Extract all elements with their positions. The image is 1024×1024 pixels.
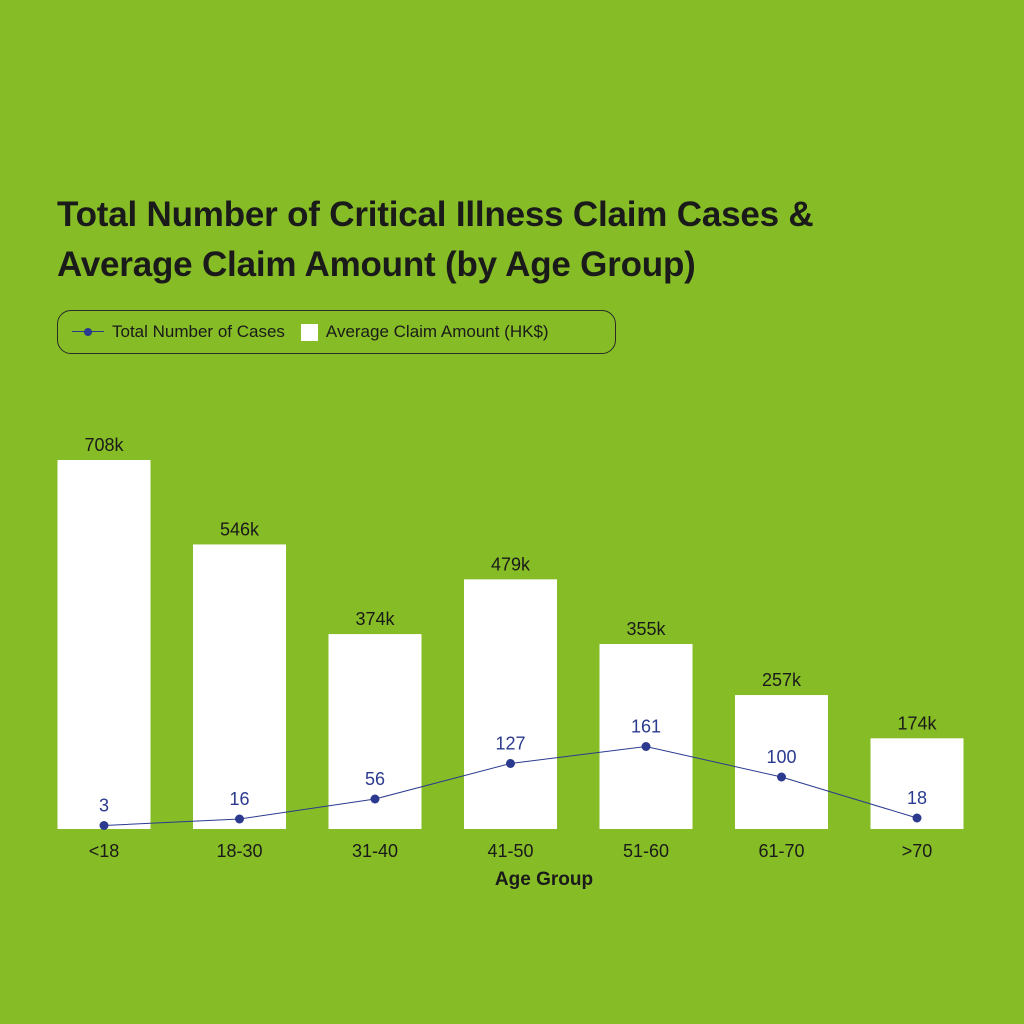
cases-value-label-5: 100 — [766, 747, 796, 767]
bar-value-label-4: 355k — [626, 619, 666, 639]
bar-5 — [735, 695, 828, 829]
cases-point-6 — [912, 813, 922, 823]
x-tick-label-0: <18 — [89, 841, 120, 861]
x-tick-label-4: 51-60 — [623, 841, 669, 861]
chart-title: Total Number of Critical Illness Claim C… — [57, 190, 957, 290]
bar-value-label-3: 479k — [491, 554, 531, 574]
bar-0 — [57, 460, 151, 829]
cases-value-label-6: 18 — [907, 788, 927, 808]
cases-value-label-1: 16 — [229, 789, 249, 809]
cases-point-4 — [641, 742, 651, 751]
x-tick-label-3: 41-50 — [487, 841, 533, 861]
cases-value-label-0: 3 — [99, 796, 109, 816]
chart-title-line-2: Average Claim Amount (by Age Group) — [57, 245, 696, 284]
bar-value-label-1: 546k — [220, 519, 260, 539]
bar-3 — [464, 579, 557, 829]
cases-point-0 — [99, 821, 109, 830]
x-tick-label-6: >70 — [902, 841, 933, 861]
legend-bar-label: Average Claim Amount (HK$) — [325, 322, 549, 341]
bar-value-label-5: 257k — [762, 670, 802, 690]
bar-value-label-2: 374k — [355, 609, 395, 629]
legend-bar-swatch-icon — [300, 323, 318, 341]
chart-title-line-1: Total Number of Critical Illness Claim C… — [57, 195, 814, 234]
bar-value-label-6: 174k — [897, 713, 937, 733]
x-tick-label-2: 31-40 — [352, 841, 398, 861]
cases-point-5 — [777, 772, 786, 782]
x-tick-label-5: 61-70 — [758, 841, 804, 861]
bar-1 — [193, 544, 286, 829]
cases-point-3 — [506, 759, 515, 768]
cases-value-label-3: 127 — [495, 734, 525, 754]
cases-point-2 — [370, 794, 380, 804]
bar-4 — [599, 643, 693, 829]
bar-value-label-0: 708k — [84, 435, 124, 455]
legend-line-marker-icon — [72, 325, 104, 339]
legend-line-label: Total Number of Cases — [112, 322, 285, 341]
cases-value-label-4: 161 — [631, 717, 661, 737]
chart-legend: Total Number of Cases Average Claim Amou… — [57, 310, 616, 354]
cases-point-1 — [235, 814, 244, 824]
cases-value-label-2: 56 — [365, 769, 385, 789]
x-tick-label-1: 18-30 — [216, 841, 262, 861]
x-axis-title: Age Group — [494, 869, 594, 890]
